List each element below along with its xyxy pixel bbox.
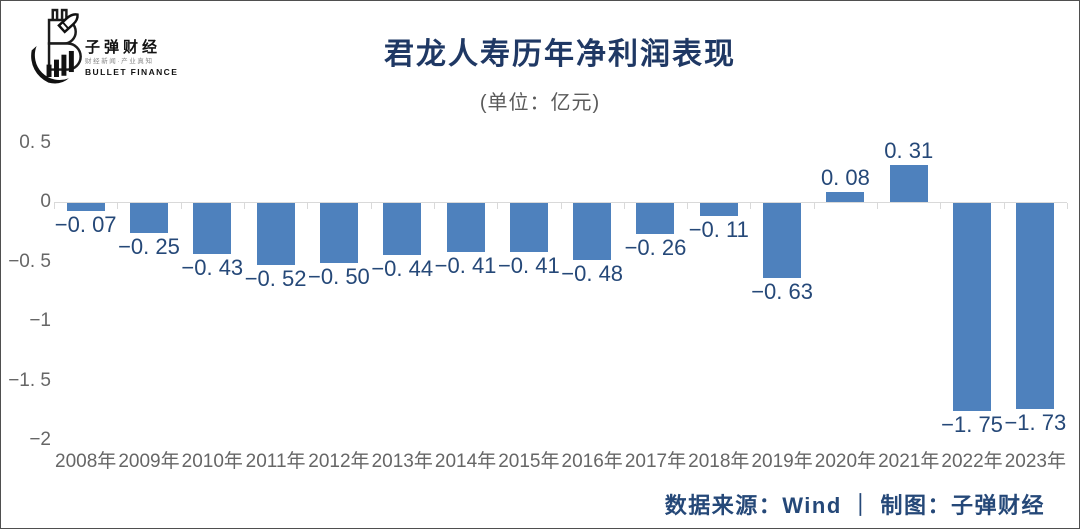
bar <box>66 203 105 212</box>
bar <box>383 203 422 256</box>
value-label: −0. 11 <box>688 217 749 243</box>
bullet-icon <box>57 13 79 34</box>
zero-axis-line <box>54 202 1067 203</box>
bar <box>699 203 738 217</box>
page-title: 君龙人寿历年净利润表现 <box>384 38 736 71</box>
logo-name: 子弹财经 <box>85 39 162 56</box>
bar <box>1016 203 1055 409</box>
y-axis-tick-label: −1 <box>29 310 51 331</box>
bar <box>953 203 992 412</box>
x-axis-year-label: 2023年 <box>1004 451 1066 472</box>
axis-tick-mark <box>117 203 119 209</box>
axis-tick-mark <box>940 203 942 209</box>
bar <box>636 203 675 234</box>
axis-tick-mark <box>813 203 815 209</box>
value-label: −0. 07 <box>54 212 117 238</box>
x-axis-year-label: 2011年 <box>245 451 306 472</box>
value-label: −0. 43 <box>181 255 244 281</box>
axis-tick-mark <box>623 203 625 209</box>
y-axis-tick-label: 0. 5 <box>19 131 51 153</box>
x-axis-year-label: 2017年 <box>624 451 687 472</box>
axis-tick-mark <box>243 203 245 209</box>
axis-tick-mark <box>54 203 55 209</box>
x-axis-year-label: 2015年 <box>498 451 560 472</box>
bullet-finance-logo-icon <box>31 8 82 84</box>
source-credit: 数据来源：Wind ｜ 制图：子弹财经 <box>664 493 1045 518</box>
value-label: −0. 26 <box>624 234 687 260</box>
bar <box>509 203 548 252</box>
x-axis-year-label: 2021年 <box>878 451 940 472</box>
x-axis-year-label: 2008年 <box>55 451 117 472</box>
axis-tick-mark <box>497 203 499 209</box>
x-axis-year-label: 2009年 <box>118 451 180 472</box>
bar <box>319 203 358 263</box>
value-label: −0. 41 <box>497 252 560 278</box>
bullet-finance-logo: 子弹财经 财经新闻·产业真知 BULLET FINANCE <box>23 5 253 95</box>
y-axis-tick-label: −2 <box>29 429 51 450</box>
axis-tick-mark <box>687 203 689 209</box>
logo-romanized-name: BULLET FINANCE <box>85 67 179 77</box>
value-label: −1. 73 <box>1004 409 1067 435</box>
value-label: −0. 41 <box>434 252 497 278</box>
x-axis-year-label: 2022年 <box>941 451 1003 472</box>
y-axis-tick-label: −1. 5 <box>8 369 51 391</box>
value-label: −0. 50 <box>308 263 370 289</box>
logo-tagline: 财经新闻·产业真知 <box>85 58 154 65</box>
axis-tick-mark <box>307 203 309 209</box>
value-label: 0. 08 <box>820 165 870 191</box>
value-label: 0. 31 <box>884 138 934 164</box>
x-axis-year-label: 2018年 <box>688 451 750 472</box>
value-label: −0. 48 <box>561 261 624 287</box>
bar <box>573 203 612 261</box>
value-label: −0. 44 <box>371 256 434 282</box>
y-axis-tick-label: 0 <box>40 191 51 212</box>
axis-tick-mark <box>1067 203 1068 209</box>
bar <box>193 203 232 255</box>
bar <box>763 203 802 278</box>
axis-tick-mark <box>560 203 562 209</box>
value-label: −1. 75 <box>941 412 1003 438</box>
bar <box>256 203 295 265</box>
x-axis-year-label: 2013年 <box>371 451 433 472</box>
value-label: −0. 25 <box>118 233 180 259</box>
value-label: −0. 63 <box>751 278 813 304</box>
axis-tick-mark <box>433 203 435 209</box>
x-axis-year-label: 2019年 <box>751 451 813 472</box>
axis-tick-mark <box>750 203 752 209</box>
x-axis-year-label: 2010年 <box>181 451 243 472</box>
bar <box>826 192 865 202</box>
y-axis-tick-label: −0. 5 <box>8 250 51 272</box>
x-axis-year-label: 2012年 <box>308 451 370 472</box>
axis-tick-mark <box>370 203 372 209</box>
value-label: −0. 52 <box>244 265 307 291</box>
axis-tick-mark <box>877 203 879 209</box>
x-axis-year-label: 2020年 <box>814 451 877 472</box>
x-axis-year-label: 2016年 <box>561 451 623 472</box>
axis-tick-mark <box>1003 203 1005 209</box>
bar <box>446 203 485 252</box>
bar <box>129 203 168 233</box>
bar <box>889 165 928 202</box>
x-axis-year-label: 2014年 <box>434 451 497 472</box>
axis-tick-mark <box>180 203 182 209</box>
unit-label: (单位：亿元) <box>479 92 601 114</box>
